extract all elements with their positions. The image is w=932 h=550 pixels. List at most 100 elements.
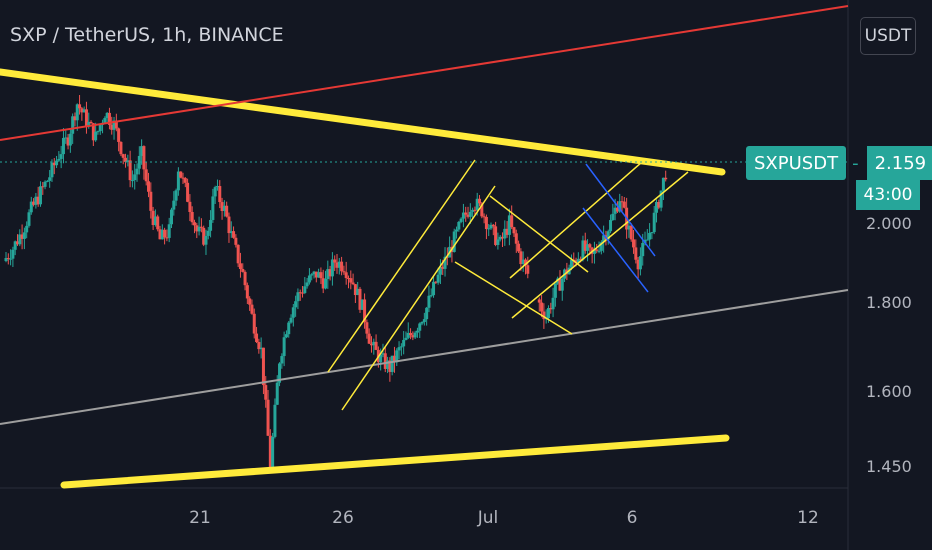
candle-body bbox=[156, 216, 160, 230]
candle-body bbox=[480, 203, 484, 217]
candle-body bbox=[592, 249, 596, 254]
candle-body bbox=[241, 269, 245, 272]
candle-body bbox=[648, 232, 652, 240]
candle-body bbox=[636, 259, 640, 270]
candle-body bbox=[114, 120, 118, 129]
candle-body bbox=[523, 259, 527, 266]
candle-body bbox=[18, 234, 22, 245]
candle-body bbox=[634, 247, 638, 260]
candle-body bbox=[349, 278, 353, 283]
candle-body bbox=[250, 304, 254, 314]
candle-body bbox=[609, 220, 613, 232]
candle-body bbox=[89, 121, 93, 124]
candle-body bbox=[620, 201, 624, 203]
x-tick-label: Jul bbox=[477, 508, 499, 528]
candle-body bbox=[103, 118, 107, 123]
candle-body bbox=[342, 271, 346, 273]
candle-body bbox=[174, 190, 178, 201]
candle-body bbox=[6, 258, 10, 260]
candle-body bbox=[209, 219, 213, 231]
candle-body bbox=[25, 225, 29, 233]
candle-body bbox=[271, 436, 275, 469]
candle-body bbox=[50, 162, 54, 178]
candle-body bbox=[344, 272, 348, 279]
candle-body bbox=[328, 269, 332, 277]
ascending-yellow-trendline bbox=[60, 434, 730, 489]
candle-body bbox=[158, 229, 162, 240]
candle-body bbox=[73, 116, 77, 121]
candle-body bbox=[471, 209, 475, 212]
red-trendline bbox=[0, 5, 849, 141]
candle-body bbox=[560, 278, 564, 291]
candle-body bbox=[638, 256, 642, 270]
candle-body bbox=[489, 224, 493, 229]
candle-body bbox=[190, 211, 194, 223]
candle-body bbox=[406, 332, 410, 338]
candle-body bbox=[273, 404, 277, 437]
candle-body bbox=[340, 261, 344, 272]
candle-body bbox=[611, 213, 615, 221]
candle-body bbox=[652, 212, 656, 233]
candle-body bbox=[503, 228, 507, 239]
y-tick-label: 1.800 bbox=[866, 293, 912, 312]
candle-body bbox=[546, 308, 550, 319]
candle-body bbox=[255, 333, 259, 343]
candle-body bbox=[494, 226, 498, 245]
candle-body bbox=[595, 249, 599, 251]
candle-body bbox=[204, 235, 208, 245]
candle-body bbox=[521, 259, 525, 265]
candle-body bbox=[245, 285, 249, 299]
candle-body bbox=[257, 342, 261, 350]
candle-body bbox=[643, 239, 647, 243]
candle-body bbox=[436, 274, 440, 283]
candle-body bbox=[333, 259, 337, 263]
candle-body bbox=[581, 240, 585, 260]
candle-body bbox=[252, 313, 256, 334]
channel-line bbox=[489, 195, 589, 273]
blue-channel-line bbox=[582, 207, 649, 293]
candle-body bbox=[657, 201, 661, 208]
candle-body bbox=[266, 399, 270, 436]
candle-body bbox=[163, 229, 167, 238]
candle-body bbox=[124, 157, 128, 162]
candle-body bbox=[282, 337, 286, 357]
candle-body bbox=[296, 292, 300, 302]
currency-button[interactable]: USDT bbox=[860, 17, 916, 55]
candle-body bbox=[94, 131, 98, 141]
candle-body bbox=[32, 201, 36, 205]
candle-body bbox=[179, 171, 183, 178]
candle-body bbox=[615, 207, 619, 212]
candle-body bbox=[105, 112, 109, 119]
candle-body bbox=[222, 205, 226, 211]
candle-body bbox=[98, 124, 102, 132]
candle-body bbox=[558, 278, 562, 291]
candle-body bbox=[130, 180, 134, 182]
candle-body bbox=[542, 311, 546, 320]
candle-body bbox=[45, 180, 49, 182]
candle-body bbox=[330, 259, 334, 277]
candle-body bbox=[346, 278, 350, 280]
candle-body bbox=[117, 128, 121, 142]
candle-body bbox=[404, 337, 408, 340]
candle-body bbox=[319, 272, 323, 279]
candle-body bbox=[597, 250, 601, 252]
candle-body bbox=[294, 301, 298, 308]
candle-body bbox=[153, 216, 157, 226]
candle-body bbox=[457, 221, 461, 230]
candle-body bbox=[402, 339, 406, 347]
candle-body bbox=[420, 322, 424, 324]
candle-body bbox=[199, 226, 203, 228]
candle-body bbox=[427, 295, 431, 308]
candle-body bbox=[82, 109, 86, 113]
candle-body bbox=[307, 275, 311, 283]
candle-body bbox=[510, 215, 514, 228]
candle-body bbox=[645, 239, 649, 241]
candle-body bbox=[452, 231, 456, 252]
candle-body bbox=[183, 178, 187, 183]
candle-body bbox=[68, 133, 72, 146]
candle-body bbox=[75, 104, 79, 121]
candle-body bbox=[301, 292, 305, 294]
